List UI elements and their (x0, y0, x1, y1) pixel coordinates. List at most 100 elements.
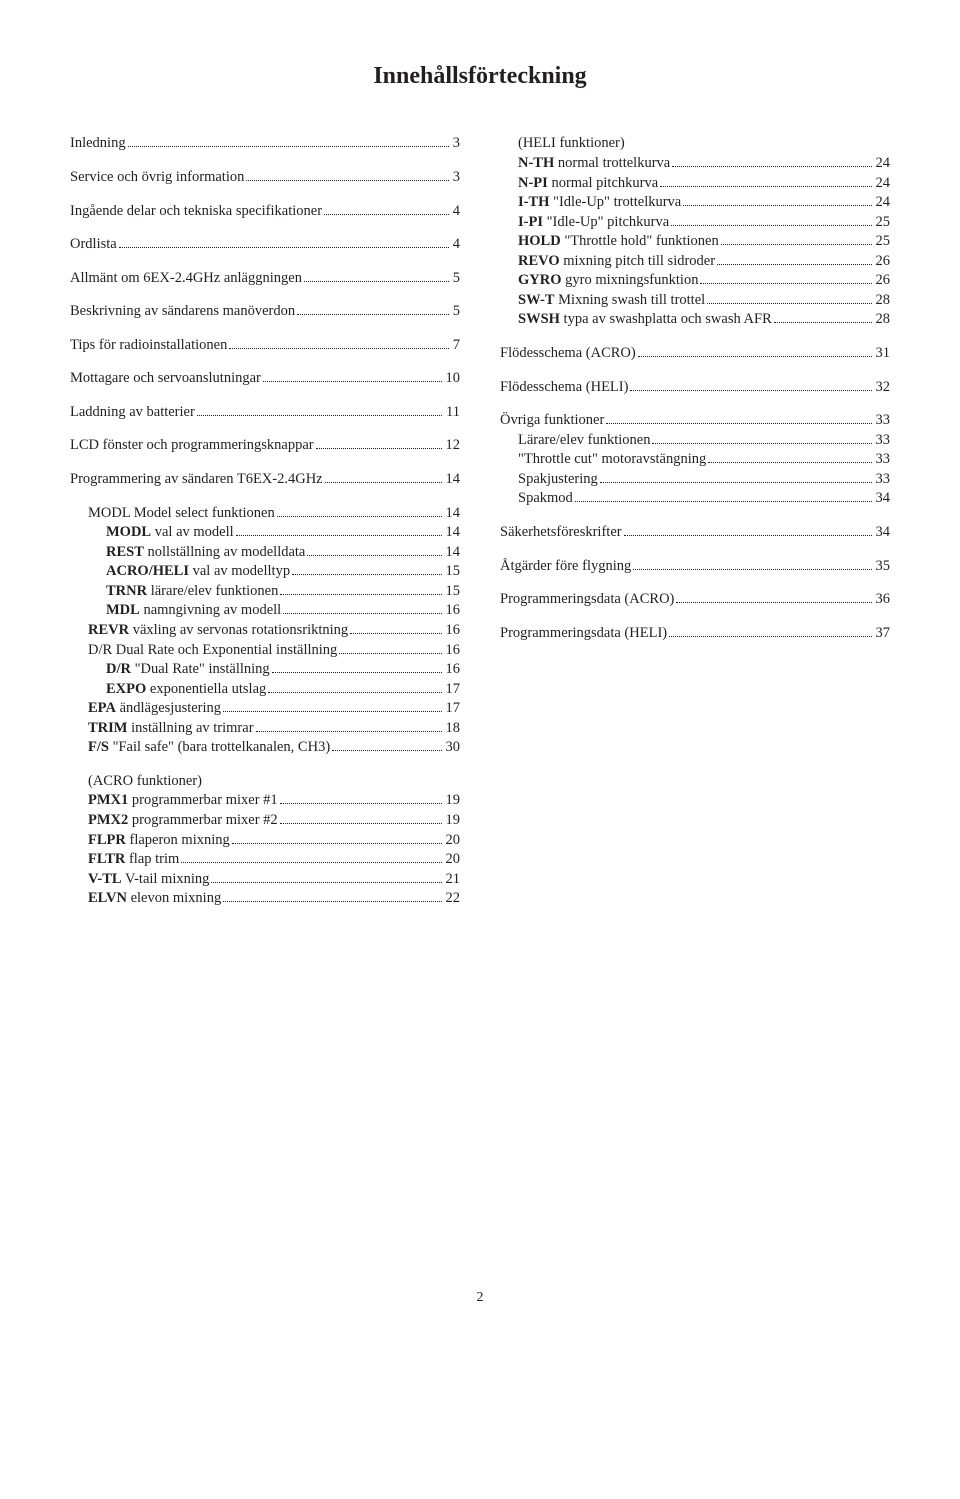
toc-page-number: 34 (874, 523, 891, 543)
toc-entry: Säkerhetsföreskrifter 34 (500, 523, 890, 543)
toc-page-number: 33 (874, 470, 891, 490)
toc-entry: N-TH normal trottelkurva 24 (500, 154, 890, 174)
toc-entry: Ingående delar och tekniska specifikatio… (70, 202, 460, 222)
toc-label: Åtgärder före flygning (500, 557, 631, 577)
toc-entry: Flödesschema (ACRO) 31 (500, 344, 890, 364)
toc-page-number: 21 (444, 870, 461, 890)
toc-leader-dots (297, 314, 449, 315)
toc-entry: Spakjustering33 (500, 470, 890, 490)
toc-page-number: 20 (444, 850, 461, 870)
toc-page-number: 4 (451, 202, 460, 222)
toc-page-number: 36 (874, 590, 891, 610)
toc-entry: SW-T Mixning swash till trottel 28 (500, 291, 890, 311)
toc-page-number: 11 (444, 403, 460, 423)
toc-label: Laddning av batterier (70, 403, 195, 423)
toc-label: ELVN elevon mixning (88, 889, 221, 909)
toc-page-number: 22 (444, 889, 461, 909)
toc-leader-dots (575, 501, 872, 502)
toc-entry: D/R "Dual Rate" inställning16 (70, 660, 460, 680)
toc-entry: Beskrivning av sändarens manöverdon5 (70, 302, 460, 322)
toc-label: MODL val av modell (106, 523, 234, 543)
toc-page-number: 33 (874, 411, 891, 431)
toc-label: Mottagare och servoanslutningar (70, 369, 261, 389)
toc-entry: Tips för radioinstallationen7 (70, 336, 460, 356)
page-title: Innehållsförteckning (70, 60, 890, 92)
toc-leader-dots (708, 462, 871, 463)
toc-leader-dots (660, 186, 871, 187)
toc-leader-dots (606, 423, 871, 424)
toc-entry: PMX1 programmerbar mixer #119 (70, 791, 460, 811)
toc-leader-dots (256, 731, 442, 732)
toc-label: SWSH typa av swashplatta och swash AFR (518, 310, 772, 330)
toc-label: REVO mixning pitch till sidroder (518, 252, 715, 272)
toc-leader-dots (280, 803, 442, 804)
toc-label: "Throttle cut" motoravstängning (518, 450, 706, 470)
toc-label: PMX1 programmerbar mixer #1 (88, 791, 278, 811)
toc-label: FLTR flap trim (88, 850, 179, 870)
toc-label: Flödesschema (ACRO) (500, 344, 636, 364)
toc-page-number: 10 (444, 369, 461, 389)
toc-leader-dots (304, 281, 449, 282)
toc-label: MDL namngivning av modell (106, 601, 281, 621)
toc-page-number: 16 (444, 601, 461, 621)
toc-page-number: 33 (874, 450, 891, 470)
toc-leader-dots (700, 283, 871, 284)
toc-leader-dots (350, 633, 441, 634)
toc-page-number: 5 (451, 302, 460, 322)
toc-page-number: 34 (874, 489, 891, 509)
toc-right-column: (HELI funktioner)N-TH normal trottelkurv… (500, 134, 890, 908)
toc-entry: TRIM inställning av trimrar 18 (70, 719, 460, 739)
toc-leader-dots (197, 415, 442, 416)
toc-leader-dots (676, 602, 871, 603)
toc-leader-dots (669, 636, 871, 637)
toc-entry: TRNR lärare/elev funktionen15 (70, 582, 460, 602)
toc-entry: D/R Dual Rate och Exponential inställnin… (70, 641, 460, 661)
toc-leader-dots (324, 214, 449, 215)
toc-label: Lärare/elev funktionen (518, 431, 650, 451)
toc-page-number: 12 (444, 436, 461, 456)
toc-page-number: 16 (444, 621, 461, 641)
toc-page-number: 15 (444, 582, 461, 602)
toc-leader-dots (683, 205, 871, 206)
toc-leader-dots (774, 322, 872, 323)
toc-entry: Mottagare och servoanslutningar 10 (70, 369, 460, 389)
toc-label: F/S "Fail safe" (bara trottelkanalen, CH… (88, 738, 330, 758)
toc-label: HOLD "Throttle hold" funktionen (518, 232, 719, 252)
toc-page-number: 28 (874, 310, 891, 330)
toc-label: SW-T Mixning swash till trottel (518, 291, 705, 311)
toc-label: Programmering av sändaren T6EX-2.4GHz (70, 470, 323, 490)
toc-left-column: Inledning3Service och övrig information3… (70, 134, 460, 908)
toc-label: D/R "Dual Rate" inställning (106, 660, 270, 680)
toc-page-number: 14 (444, 523, 461, 543)
toc-entry: REST nollställning av modelldata14 (70, 543, 460, 563)
toc-entry: Allmänt om 6EX-2.4GHz anläggningen5 (70, 269, 460, 289)
toc-label: Säkerhetsföreskrifter (500, 523, 622, 543)
toc-page-number: 18 (444, 719, 461, 739)
toc-entry: MDL namngivning av modell 16 (70, 601, 460, 621)
toc-leader-dots (272, 672, 442, 673)
toc-leader-dots (600, 482, 872, 483)
toc-label: TRIM inställning av trimrar (88, 719, 254, 739)
toc-leader-dots (630, 390, 871, 391)
toc-label: FLPR flaperon mixning (88, 831, 230, 851)
toc-entry: MODL val av modell 14 (70, 523, 460, 543)
toc-page-number: 17 (444, 699, 461, 719)
toc-label: REST nollställning av modelldata (106, 543, 305, 563)
toc-label: GYRO gyro mixningsfunktion (518, 271, 698, 291)
toc-page-number: 5 (451, 269, 460, 289)
toc-entry: Programmeringsdata (HELI)37 (500, 624, 890, 644)
toc-leader-dots (652, 443, 871, 444)
toc-entry: GYRO gyro mixningsfunktion 26 (500, 271, 890, 291)
toc-page-number: 14 (444, 470, 461, 490)
toc-entry: I-TH "Idle-Up" trottelkurva 24 (500, 193, 890, 213)
toc-label: V-TL V-tail mixning (88, 870, 209, 890)
toc-page-number: 3 (451, 134, 460, 154)
toc-page-number: 37 (874, 624, 891, 644)
toc-label: ACRO/HELI val av modelltyp (106, 562, 290, 582)
toc-leader-dots (332, 750, 441, 751)
toc-label: EPA ändlägesjustering (88, 699, 221, 719)
toc-page-number: 31 (874, 344, 891, 364)
toc-leader-dots (292, 574, 441, 575)
toc-leader-dots (316, 448, 442, 449)
toc-page-number: 3 (451, 168, 460, 188)
